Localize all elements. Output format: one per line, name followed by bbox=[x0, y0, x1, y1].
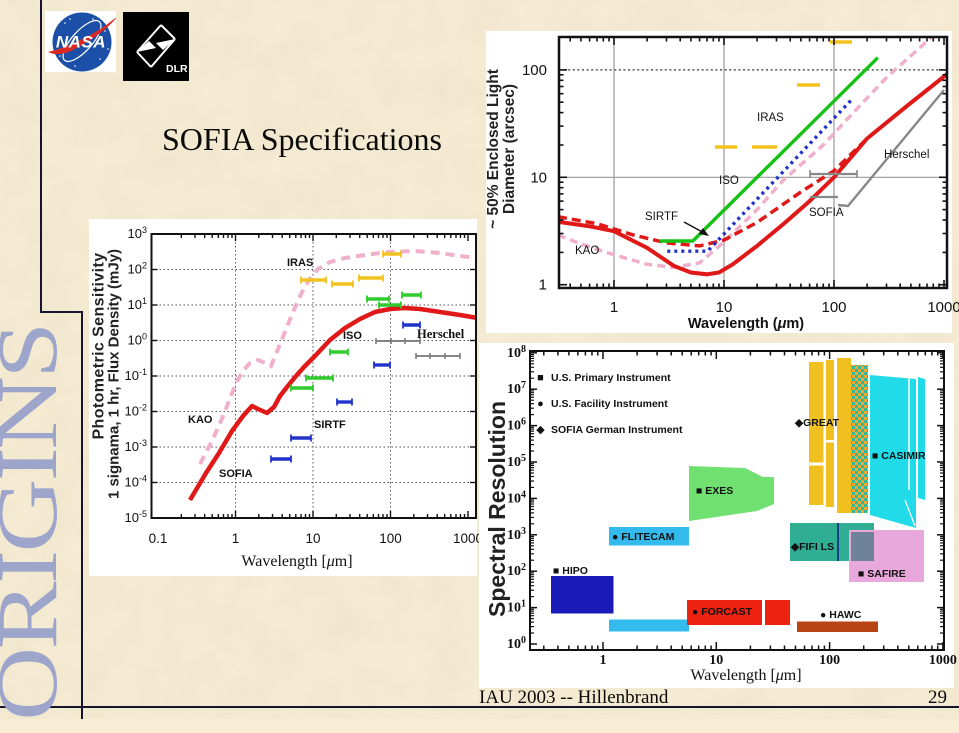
svg-text:◆FIFI LS: ◆FIFI LS bbox=[790, 541, 834, 553]
svg-text:SIRTF: SIRTF bbox=[314, 419, 346, 431]
svg-text:10: 10 bbox=[716, 299, 733, 316]
svg-text:1: 1 bbox=[610, 299, 618, 316]
svg-text:Wavelength [μm]: Wavelength [μm] bbox=[241, 553, 352, 570]
svg-text:■ HIPO: ■ HIPO bbox=[553, 565, 588, 577]
svg-text:1: 1 bbox=[232, 531, 240, 546]
svg-text:■ SAFIRE: ■ SAFIRE bbox=[858, 568, 906, 580]
svg-text:IRAS: IRAS bbox=[757, 112, 784, 124]
svg-text:SIRTF: SIRTF bbox=[645, 211, 678, 223]
svg-text:~ 50% Enclosed Light: ~ 50% Enclosed Light bbox=[485, 69, 502, 229]
svg-text:U.S. Primary Instrument: U.S. Primary Instrument bbox=[551, 372, 671, 384]
svg-text:10: 10 bbox=[530, 169, 547, 186]
svg-text:1000: 1000 bbox=[927, 299, 959, 316]
svg-text:100: 100 bbox=[379, 531, 402, 546]
svg-text:NASA: NASA bbox=[56, 33, 106, 52]
svg-text:1: 1 bbox=[539, 277, 547, 294]
svg-text:Herschel: Herschel bbox=[417, 327, 465, 341]
svg-text:KAO: KAO bbox=[575, 245, 599, 257]
svg-text:1000: 1000 bbox=[929, 653, 957, 668]
svg-text:1000: 1000 bbox=[453, 531, 483, 546]
svg-text:■ EXES: ■ EXES bbox=[696, 485, 733, 497]
svg-text:Wavelength [μm]: Wavelength [μm] bbox=[690, 667, 801, 684]
svg-text:DLR: DLR bbox=[166, 63, 188, 75]
svg-text:● HAWC: ● HAWC bbox=[820, 609, 862, 621]
svg-text:1: 1 bbox=[600, 653, 607, 668]
svg-text:100: 100 bbox=[819, 653, 840, 668]
svg-text:100: 100 bbox=[821, 299, 846, 316]
svg-text:SOFIA: SOFIA bbox=[219, 468, 253, 480]
svg-text:Wavelength (μm): Wavelength (μm) bbox=[688, 316, 804, 332]
svg-text:Diameter (arcsec): Diameter (arcsec) bbox=[501, 84, 518, 214]
svg-text:ISO: ISO bbox=[719, 175, 739, 187]
svg-text:■ CASIMIR: ■ CASIMIR bbox=[872, 450, 926, 462]
svg-text:KAO: KAO bbox=[188, 414, 213, 426]
svg-text:● FLITECAM: ● FLITECAM bbox=[612, 531, 675, 543]
svg-text:◆GREAT: ◆GREAT bbox=[794, 417, 840, 429]
svg-text:●: ● bbox=[537, 398, 544, 410]
svg-text:SOFIA German Instrument: SOFIA German Instrument bbox=[551, 424, 683, 436]
svg-text:1 signama, 1 hr, Flux Density: 1 signama, 1 hr, Flux Density (mJy) bbox=[106, 249, 123, 499]
svg-text:■: ■ bbox=[537, 372, 544, 384]
svg-text:100: 100 bbox=[522, 62, 547, 79]
svg-text:◆: ◆ bbox=[536, 424, 545, 436]
svg-text:IRAS: IRAS bbox=[287, 257, 313, 269]
svg-text:Herschel: Herschel bbox=[884, 149, 929, 161]
svg-text:Spectral Resolution: Spectral Resolution bbox=[484, 401, 510, 617]
svg-text:0.1: 0.1 bbox=[149, 531, 168, 546]
svg-text:10: 10 bbox=[305, 531, 320, 546]
svg-text:ISO: ISO bbox=[343, 330, 362, 342]
svg-text:Photometric Sensitivity: Photometric Sensitivity bbox=[91, 252, 108, 439]
svg-text:SOFIA: SOFIA bbox=[809, 207, 844, 219]
svg-text:10: 10 bbox=[709, 653, 723, 668]
svg-text:U.S. Facility Instrument: U.S. Facility Instrument bbox=[551, 398, 668, 410]
svg-text:● FORCAST: ● FORCAST bbox=[692, 606, 753, 618]
